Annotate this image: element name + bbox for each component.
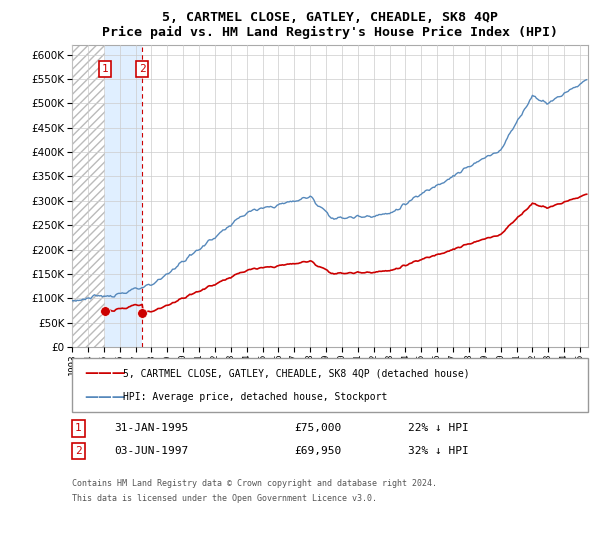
Text: 31-JAN-1995: 31-JAN-1995 [114,423,188,433]
Text: HPI: Average price, detached house, Stockport: HPI: Average price, detached house, Stoc… [123,391,388,402]
Text: ———: ——— [84,390,125,404]
Title: 5, CARTMEL CLOSE, GATLEY, CHEADLE, SK8 4QP
Price paid vs. HM Land Registry's Hou: 5, CARTMEL CLOSE, GATLEY, CHEADLE, SK8 4… [102,11,558,39]
Text: 32% ↓ HPI: 32% ↓ HPI [408,446,469,456]
Text: ———: ——— [84,366,125,380]
Text: £75,000: £75,000 [294,423,341,433]
Text: 22% ↓ HPI: 22% ↓ HPI [408,423,469,433]
Text: 03-JUN-1997: 03-JUN-1997 [114,446,188,456]
Text: 2: 2 [75,446,82,456]
Text: £69,950: £69,950 [294,446,341,456]
Text: Contains HM Land Registry data © Crown copyright and database right 2024.: Contains HM Land Registry data © Crown c… [72,479,437,488]
Text: 5, CARTMEL CLOSE, GATLEY, CHEADLE, SK8 4QP (detached house): 5, CARTMEL CLOSE, GATLEY, CHEADLE, SK8 4… [123,368,470,379]
Text: 2: 2 [139,64,146,74]
Text: This data is licensed under the Open Government Licence v3.0.: This data is licensed under the Open Gov… [72,494,377,503]
Text: 1: 1 [101,64,109,74]
Text: 1: 1 [75,423,82,433]
